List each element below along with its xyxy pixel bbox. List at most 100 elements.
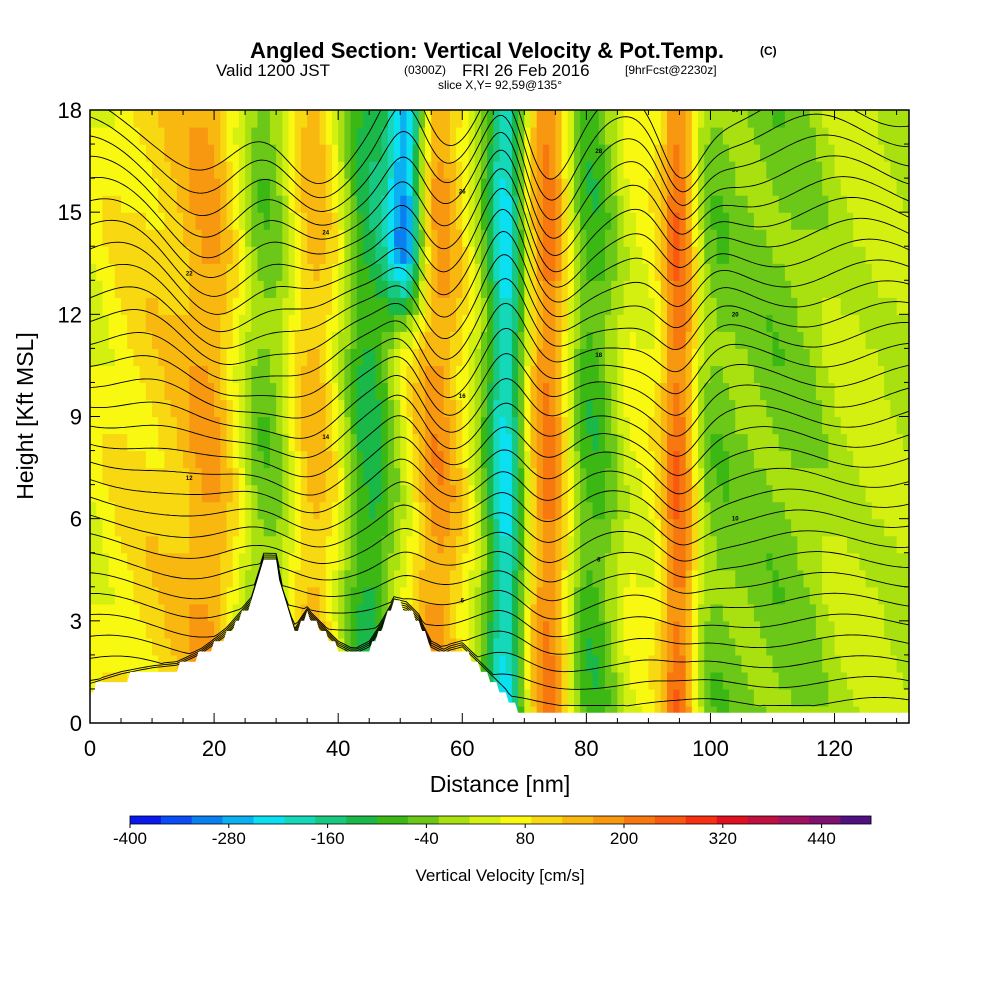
velocity-cell bbox=[449, 569, 457, 588]
velocity-cell bbox=[102, 671, 110, 690]
velocity-cell bbox=[667, 518, 674, 537]
velocity-cell bbox=[791, 433, 798, 452]
velocity-cell bbox=[331, 450, 339, 469]
velocity-cell bbox=[207, 212, 215, 230]
velocity-cell bbox=[636, 161, 643, 179]
velocity-cell bbox=[673, 195, 681, 213]
velocity-cell bbox=[604, 399, 612, 418]
velocity-cell bbox=[729, 552, 736, 571]
velocity-cell bbox=[660, 229, 668, 247]
velocity-cell bbox=[536, 484, 544, 503]
velocity-cell bbox=[418, 501, 426, 520]
velocity-cell bbox=[282, 501, 290, 520]
velocity-cell bbox=[809, 110, 817, 128]
velocity-cell bbox=[710, 552, 718, 571]
velocity-cell bbox=[369, 331, 376, 349]
velocity-cell bbox=[685, 382, 693, 401]
velocity-cell bbox=[828, 365, 836, 384]
velocity-cell bbox=[536, 314, 544, 332]
velocity-cell bbox=[561, 433, 569, 452]
velocity-cell bbox=[319, 603, 327, 622]
velocity-cell bbox=[139, 127, 147, 145]
velocity-cell bbox=[245, 467, 252, 486]
velocity-cell bbox=[518, 484, 525, 503]
velocity-cell bbox=[114, 263, 122, 281]
velocity-cell bbox=[542, 229, 550, 247]
velocity-cell bbox=[542, 518, 550, 537]
velocity-cell bbox=[741, 348, 749, 367]
velocity-cell bbox=[493, 637, 501, 656]
velocity-cell bbox=[803, 416, 811, 435]
velocity-cell bbox=[425, 314, 432, 332]
velocity-cell bbox=[443, 127, 451, 145]
velocity-cell bbox=[170, 229, 178, 247]
velocity-cell bbox=[319, 297, 327, 315]
velocity-cell bbox=[443, 586, 451, 605]
velocity-cell bbox=[747, 688, 755, 707]
velocity-cell bbox=[704, 144, 712, 162]
velocity-cell bbox=[753, 688, 761, 707]
velocity-cell bbox=[778, 110, 786, 128]
velocity-cell bbox=[468, 450, 476, 469]
velocity-cell bbox=[729, 127, 736, 145]
velocity-cell bbox=[400, 246, 408, 264]
velocity-cell bbox=[325, 263, 333, 281]
velocity-cell bbox=[896, 620, 904, 639]
velocity-cell bbox=[282, 365, 290, 384]
x-tick-label: 40 bbox=[326, 736, 350, 761]
contour-label: 30 bbox=[732, 108, 739, 114]
velocity-cell bbox=[338, 450, 345, 469]
velocity-cell bbox=[189, 433, 197, 452]
velocity-cell bbox=[549, 195, 556, 213]
velocity-cell bbox=[406, 280, 414, 298]
velocity-cell bbox=[474, 178, 482, 196]
velocity-cell bbox=[127, 484, 135, 503]
theta-contour-line bbox=[90, 168, 909, 278]
velocity-cell bbox=[648, 195, 656, 213]
velocity-cell bbox=[511, 620, 519, 639]
velocity-cell bbox=[859, 263, 867, 281]
velocity-cell bbox=[840, 263, 848, 281]
velocity-cell bbox=[369, 246, 376, 264]
velocity-cell bbox=[642, 586, 649, 605]
velocity-cell bbox=[183, 297, 190, 315]
velocity-cell bbox=[139, 178, 147, 196]
velocity-cell bbox=[704, 399, 712, 418]
theta-contour-line bbox=[90, 554, 909, 602]
velocity-cell bbox=[331, 416, 339, 435]
velocity-cell bbox=[245, 212, 252, 230]
velocity-cell bbox=[822, 144, 829, 162]
velocity-cell bbox=[350, 552, 358, 571]
velocity-cell bbox=[679, 518, 687, 537]
velocity-cell bbox=[623, 637, 631, 656]
velocity-cell bbox=[480, 331, 488, 349]
velocity-cell bbox=[96, 467, 103, 486]
velocity-cell bbox=[195, 195, 203, 213]
colorbar-swatch bbox=[840, 816, 872, 824]
velocity-cell bbox=[846, 144, 854, 162]
velocity-cell bbox=[617, 484, 625, 503]
velocity-cell bbox=[735, 161, 743, 179]
velocity-cell bbox=[108, 110, 116, 128]
velocity-cell bbox=[245, 127, 252, 145]
velocity-cell bbox=[561, 195, 569, 213]
velocity-cell bbox=[307, 229, 314, 247]
velocity-cell bbox=[673, 688, 681, 707]
velocity-cell bbox=[251, 246, 259, 264]
velocity-cell bbox=[400, 229, 408, 247]
velocity-cell bbox=[766, 467, 774, 486]
velocity-cell bbox=[896, 671, 904, 690]
velocity-cell bbox=[282, 195, 290, 213]
velocity-cell bbox=[319, 229, 327, 247]
velocity-cell bbox=[822, 586, 829, 605]
velocity-cell bbox=[158, 178, 166, 196]
velocity-cell bbox=[716, 297, 724, 315]
velocity-cell bbox=[294, 144, 302, 162]
velocity-cell bbox=[288, 127, 296, 145]
velocity-cell bbox=[797, 671, 805, 690]
velocity-cell bbox=[263, 501, 271, 520]
velocity-cell bbox=[716, 110, 724, 128]
velocity-cell bbox=[282, 246, 290, 264]
velocity-cell bbox=[809, 535, 817, 554]
velocity-cell bbox=[133, 416, 141, 435]
